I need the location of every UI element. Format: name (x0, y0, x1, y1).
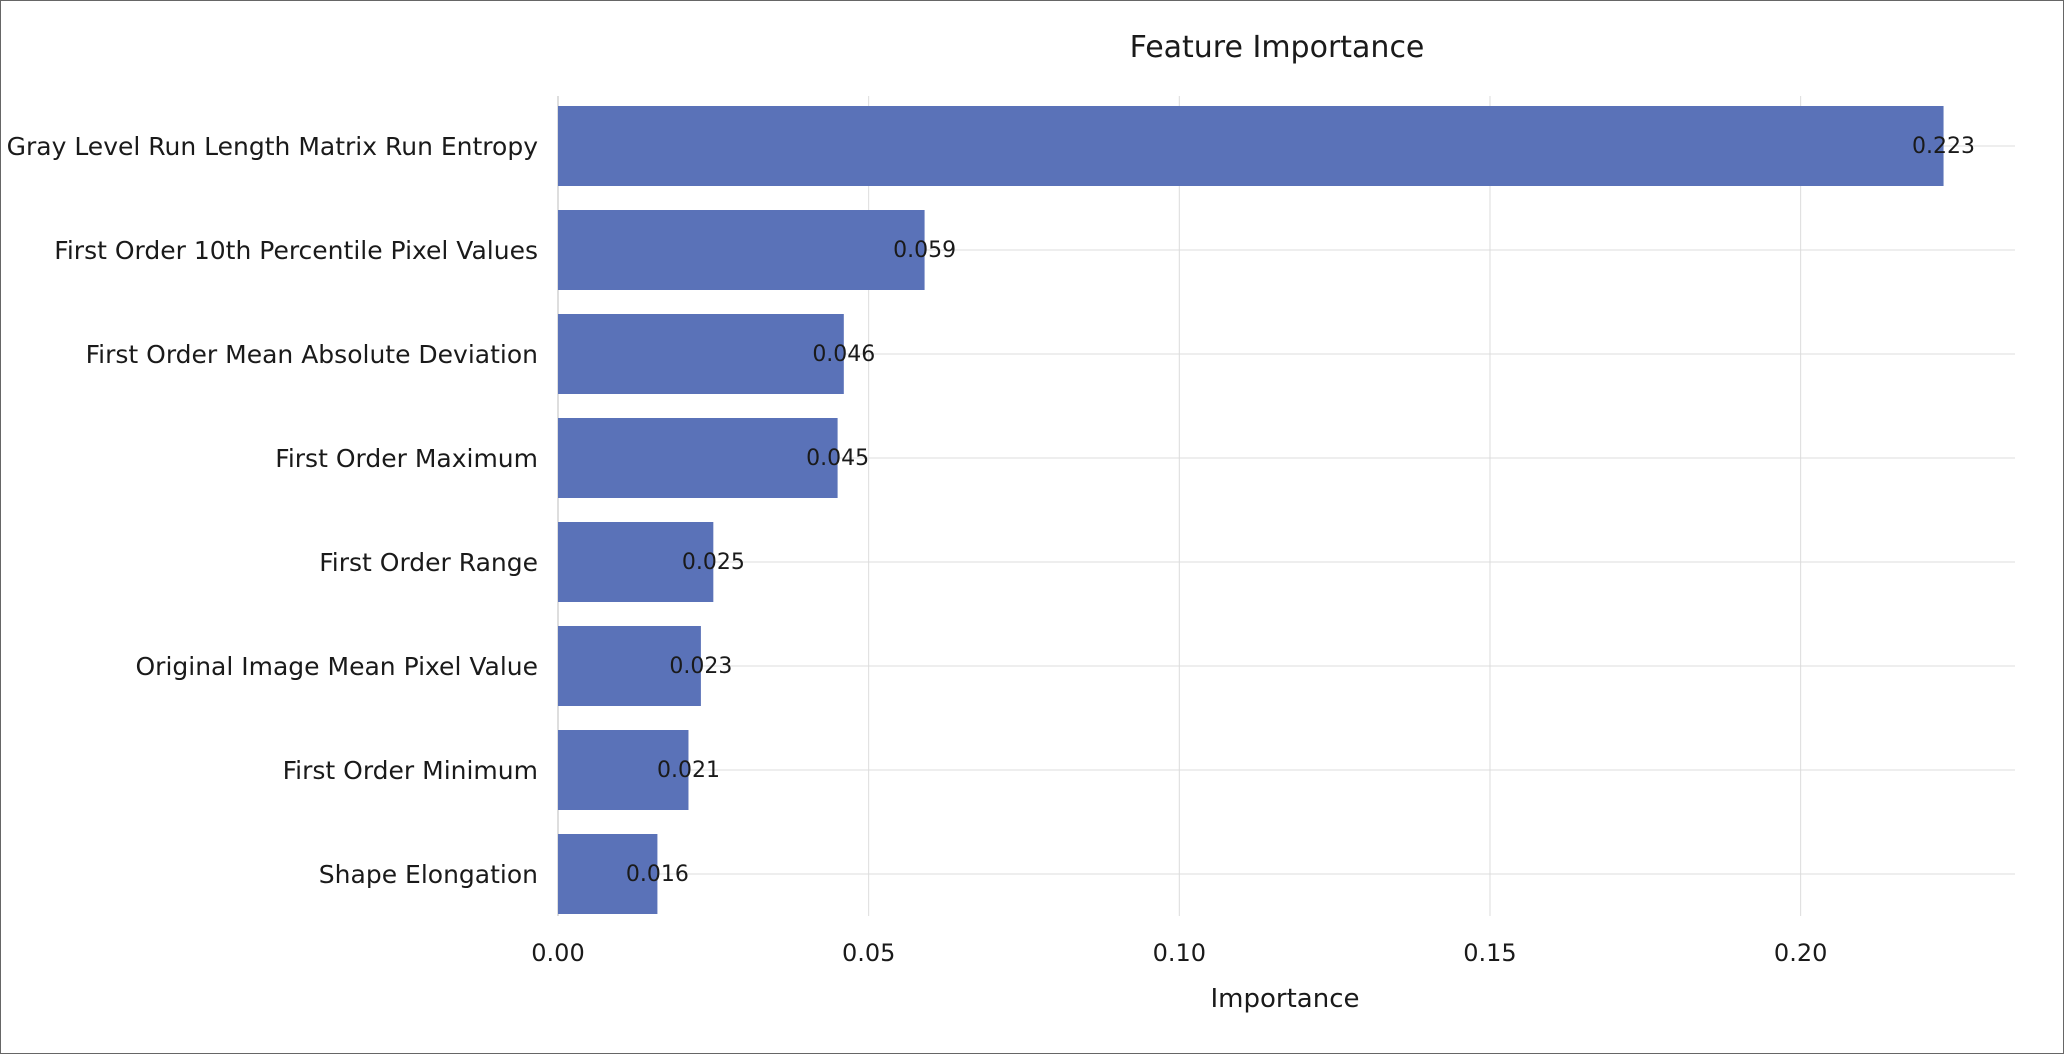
category-label: First Order Maximum (275, 444, 538, 473)
bar-value-label: 0.223 (1912, 134, 1975, 159)
chart-title: Feature Importance (1130, 30, 1425, 65)
x-axis-label: Importance (1211, 984, 1360, 1014)
bar (558, 418, 838, 498)
category-label: Original Image Mean Pixel Value (135, 652, 538, 681)
bar (558, 106, 1944, 186)
x-tick-label: 0.00 (531, 939, 584, 967)
bar (558, 834, 658, 914)
category-label: First Order Mean Absolute Deviation (86, 340, 538, 369)
category-label: Gray Level Run Length Matrix Run Entropy (7, 132, 539, 161)
bar (558, 522, 714, 602)
bar (558, 210, 925, 290)
bar-value-label: 0.023 (669, 654, 732, 679)
labels: 0.00 0.05 0.10 0.15 0.20 Gray Level Run Lengt… (7, 132, 1975, 967)
bar-value-label: 0.021 (657, 758, 720, 783)
bar-value-label: 0.059 (893, 238, 956, 263)
category-label: Shape Elongation (319, 860, 538, 889)
bar-value-label: 0.025 (682, 550, 745, 575)
x-tick-label: 0.15 (1463, 939, 1516, 967)
bar (558, 314, 844, 394)
bar-value-label: 0.045 (806, 446, 869, 471)
category-label: First Order Range (319, 548, 538, 577)
bars (558, 106, 1944, 914)
bar-value-label: 0.016 (626, 862, 689, 887)
bar-value-label: 0.046 (812, 342, 875, 367)
category-label: First Order Minimum (283, 756, 538, 785)
bar (558, 730, 689, 810)
x-tick-label: 0.05 (842, 939, 895, 967)
x-tick-label: 0.20 (1774, 939, 1827, 967)
category-label: First Order 10th Percentile Pixel Values (54, 236, 538, 265)
bar (558, 626, 701, 706)
x-tick-label: 0.10 (1153, 939, 1206, 967)
